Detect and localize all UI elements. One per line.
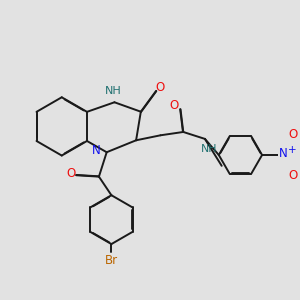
Text: O: O: [288, 128, 297, 141]
Text: -: -: [299, 166, 300, 179]
Text: O: O: [156, 81, 165, 94]
Text: O: O: [170, 98, 179, 112]
Text: Br: Br: [105, 254, 118, 267]
Text: O: O: [288, 169, 297, 182]
Text: O: O: [66, 167, 75, 180]
Text: NH: NH: [105, 85, 122, 96]
Text: N: N: [92, 144, 100, 157]
Text: N: N: [278, 147, 287, 160]
Text: NH: NH: [201, 144, 217, 154]
Text: +: +: [288, 145, 297, 155]
